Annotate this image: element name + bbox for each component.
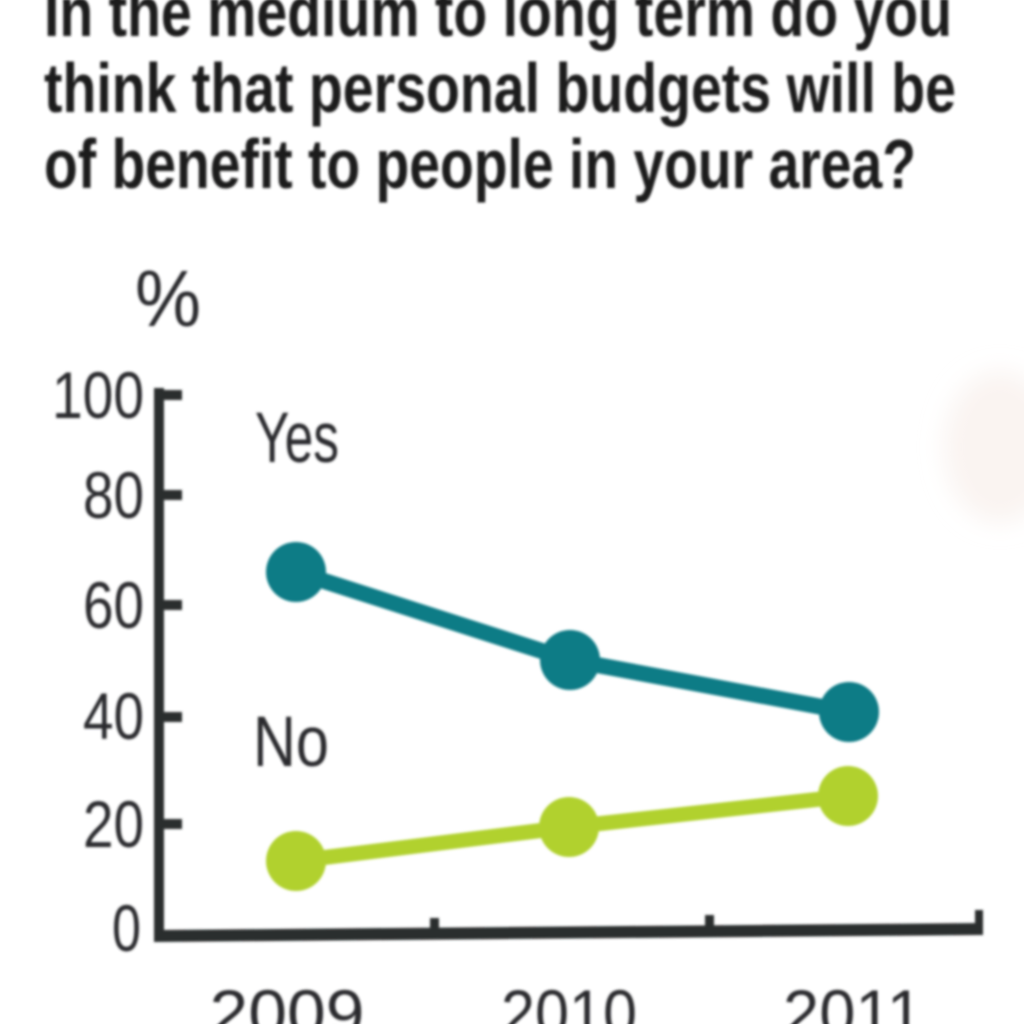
svg-text:2010: 2010: [501, 976, 637, 1024]
svg-text:0: 0: [112, 891, 141, 965]
svg-text:2009: 2009: [210, 976, 365, 1024]
svg-text:100: 100: [52, 358, 144, 432]
svg-text:20: 20: [83, 787, 144, 861]
svg-text:In the medium to long term do: In the medium to long term do you: [44, 0, 952, 51]
svg-text:80: 80: [83, 458, 144, 532]
svg-text:60: 60: [83, 568, 144, 642]
svg-text:think that personal budgets wi: think that personal budgets will be: [44, 49, 956, 127]
svg-text:of benefit to people in your a: of benefit to people in your area?: [44, 125, 916, 203]
svg-text:2011: 2011: [783, 976, 923, 1024]
svg-text:%: %: [135, 254, 201, 343]
svg-text:40: 40: [83, 679, 144, 753]
svg-text:No: No: [253, 703, 329, 782]
svg-text:Yes: Yes: [255, 399, 339, 478]
